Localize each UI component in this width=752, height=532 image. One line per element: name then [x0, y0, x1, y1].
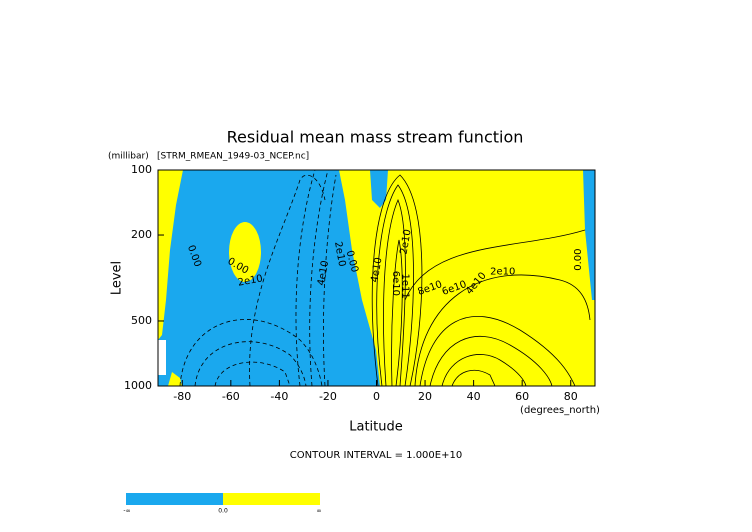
colorbar-label: -∞: [123, 508, 130, 515]
x-unit: (degrees_north): [520, 405, 600, 416]
colorbar-label: ∞: [317, 508, 322, 515]
x-tick-label: -60: [222, 390, 240, 403]
x-tick-label: -40: [270, 390, 288, 403]
x-tick-label: -20: [319, 390, 337, 403]
contour-label: 2e10: [237, 273, 264, 288]
y-axis-label: Level: [110, 261, 125, 295]
contour-label: 0.00: [573, 249, 584, 271]
y-tick-label: 1000: [124, 379, 152, 392]
x-tick-label: 20: [418, 390, 432, 403]
y-unit: (millibar): [108, 152, 149, 162]
positive-contours: [371, 174, 591, 387]
subtitle: [STRM_RMEAN_1949-03_NCEP.nc]: [157, 152, 309, 162]
x-tick-label: -80: [173, 390, 191, 403]
y-tick-label: 200: [131, 228, 152, 241]
colorbar-label: 0.0: [218, 508, 228, 515]
contour-label: 2e10: [332, 241, 347, 268]
contour-label: 2e10: [399, 229, 414, 256]
contour-label: 1e11: [400, 274, 411, 299]
x-tick-label: 40: [467, 390, 481, 403]
colorbar-negative: [126, 493, 223, 505]
chart-title: Residual mean mass stream function: [227, 128, 524, 147]
x-axis-label: Latitude: [349, 420, 403, 435]
x-tick-label: 80: [564, 390, 578, 403]
contour-label: 2e10: [490, 266, 515, 277]
contour-label: 4e10: [316, 260, 331, 287]
contour-label: 4e10: [369, 257, 384, 284]
x-tick-label: 60: [515, 390, 529, 403]
x-tick-label: 0: [373, 390, 380, 403]
y-tick-label: 500: [131, 314, 152, 327]
footer: CONTOUR INTERVAL = 1.000E+10: [290, 450, 462, 461]
contour-label: 6e10: [390, 271, 401, 296]
negative-contours: [179, 169, 337, 387]
missing-data: [158, 340, 166, 375]
y-tick-label: 100: [131, 163, 152, 176]
colorbar-positive: [223, 493, 320, 505]
